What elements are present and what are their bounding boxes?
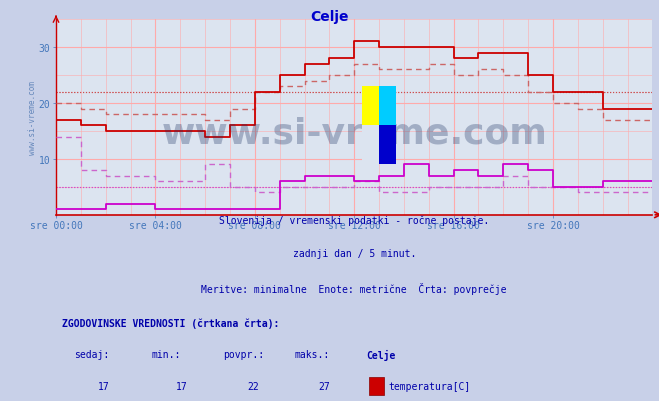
- Text: temperatura[C]: temperatura[C]: [389, 381, 471, 391]
- Text: Celje: Celje: [366, 349, 395, 360]
- Y-axis label: www.si-vreme.com: www.si-vreme.com: [28, 81, 38, 154]
- Text: Celje: Celje: [310, 10, 349, 24]
- Text: min.:: min.:: [152, 349, 181, 359]
- Bar: [362, 126, 379, 165]
- Text: www.si-vreme.com: www.si-vreme.com: [161, 116, 547, 150]
- Text: 17: 17: [175, 381, 187, 391]
- Text: povpr.:: povpr.:: [223, 349, 264, 359]
- Text: Meritve: minimalne  Enote: metrične  Črta: povprečje: Meritve: minimalne Enote: metrične Črta:…: [202, 282, 507, 294]
- Bar: [379, 126, 395, 165]
- Text: 22: 22: [247, 381, 259, 391]
- Text: 27: 27: [318, 381, 330, 391]
- Text: maks.:: maks.:: [295, 349, 330, 359]
- Text: 17: 17: [98, 381, 109, 391]
- Bar: [369, 377, 384, 395]
- Bar: [379, 87, 395, 126]
- Bar: [362, 87, 379, 126]
- Text: zadnji dan / 5 minut.: zadnji dan / 5 minut.: [293, 249, 416, 259]
- Text: Slovenija / vremenski podatki - ročne postaje.: Slovenija / vremenski podatki - ročne po…: [219, 215, 490, 226]
- Text: ZGODOVINSKE VREDNOSTI (črtkana črta):: ZGODOVINSKE VREDNOSTI (črtkana črta):: [62, 318, 279, 328]
- Text: sedaj:: sedaj:: [74, 349, 109, 359]
